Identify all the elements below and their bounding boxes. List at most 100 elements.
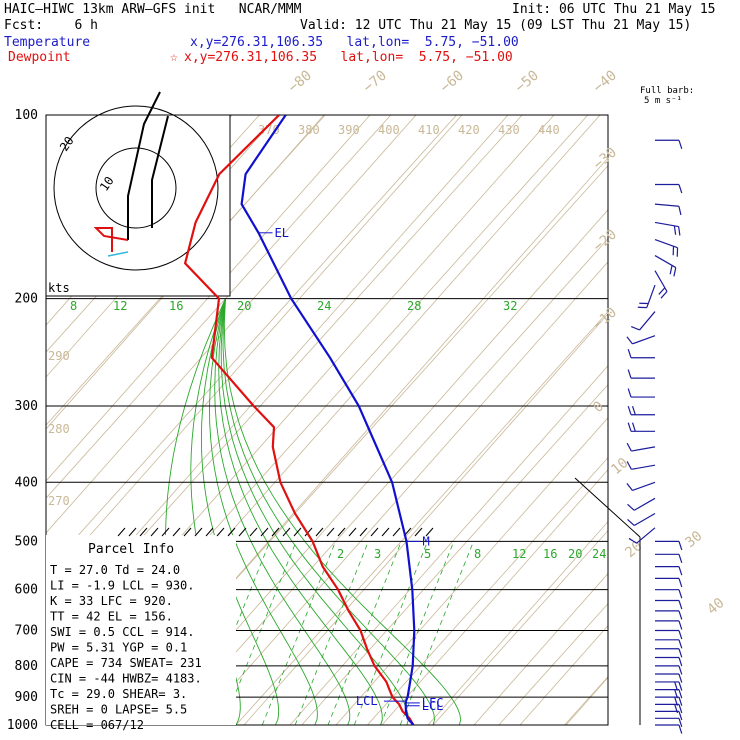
parcel-info-row: Tc = 29.0 SHEAR= 3. xyxy=(50,687,187,701)
wind-barb xyxy=(655,629,683,640)
theta-left-label: 280 xyxy=(48,422,70,436)
isotherm-label: −70 xyxy=(360,68,390,97)
mixing-ratio-label: 2 xyxy=(337,547,344,561)
hatch-mark xyxy=(293,527,302,537)
wind-barb-flag xyxy=(627,422,632,432)
theta-label: 400 xyxy=(378,123,400,137)
hodograph-trace xyxy=(93,227,129,252)
wind-barb-flag xyxy=(631,326,640,331)
hatch-mark xyxy=(238,527,247,537)
parcel-info-row: T = 27.0 Td = 24.0 xyxy=(50,563,180,577)
wind-barb xyxy=(627,405,655,416)
wind-barb xyxy=(628,527,656,544)
wind-barb xyxy=(627,388,655,398)
pressure-tick-label: 300 xyxy=(15,399,38,414)
isotherm-label: −40 xyxy=(590,68,620,97)
dewpoint-legend: Dewpoint xyxy=(8,50,71,65)
wind-barb xyxy=(637,284,656,309)
isotherm-line xyxy=(170,238,608,725)
hatch-mark xyxy=(183,527,192,537)
dry-adiabat-line xyxy=(381,469,608,725)
pressure-tick-label: 700 xyxy=(15,624,38,639)
isotherm-label: −60 xyxy=(437,68,467,97)
wind-barb xyxy=(655,710,683,721)
parcel-mark-label: LCL xyxy=(422,699,444,713)
wind-barb-staff xyxy=(654,203,679,207)
mixing-ratio-label: 8 xyxy=(474,547,481,561)
wind-barb-flag xyxy=(631,422,636,432)
wind-barb-flag xyxy=(669,265,673,275)
hodograph-units: kts xyxy=(48,281,70,295)
wind-barb-flag xyxy=(678,630,683,640)
dry-adiabat-line xyxy=(289,365,608,725)
wind-barb-flag xyxy=(673,267,677,277)
hatch-mark xyxy=(348,527,357,537)
mixing-ratio-line xyxy=(327,541,402,725)
pressure-tick-label: 500 xyxy=(15,534,38,549)
dry-adiabat-line xyxy=(427,521,608,725)
wind-barb xyxy=(655,599,683,610)
parcel-mark-label: LCL xyxy=(356,694,378,708)
hatch-mark xyxy=(161,527,170,537)
wind-barb-staff xyxy=(639,311,656,331)
isotherm-label: 0 xyxy=(590,398,607,416)
wind-barb xyxy=(654,203,682,216)
wind-barb-staff xyxy=(632,335,656,345)
wind-barb-flag xyxy=(678,718,683,728)
pressure-tick-label: 600 xyxy=(15,583,38,598)
wind-barb-flag xyxy=(626,336,633,345)
wind-barb-flag xyxy=(678,648,683,658)
wind-barb xyxy=(655,656,683,667)
mixing-ratio-label: 24 xyxy=(317,299,331,313)
wind-barb-staff xyxy=(636,527,656,544)
wind-barb-flag xyxy=(678,206,682,216)
plot-frame xyxy=(45,114,609,726)
hatch-mark xyxy=(326,527,335,537)
hatch-mark xyxy=(381,527,390,537)
hatch-mark xyxy=(117,527,126,537)
hodograph-trace xyxy=(107,251,129,257)
dry-adiabat-line xyxy=(335,417,608,725)
hatch-mark xyxy=(260,527,269,537)
hatch-mark xyxy=(216,527,225,537)
wind-barb-flag xyxy=(627,348,632,358)
mixing-ratio-label: 16 xyxy=(543,547,557,561)
theta-label: 440 xyxy=(538,123,560,137)
isotherm-label: −20 xyxy=(590,227,620,256)
isotherm-line xyxy=(301,384,608,725)
hatch-mark xyxy=(282,527,291,537)
wind-barb-staff xyxy=(631,464,656,470)
wind-barb xyxy=(655,183,683,194)
wind-barb xyxy=(654,238,679,257)
wind-barb xyxy=(655,566,683,576)
isotherm-line xyxy=(498,603,608,725)
mixing-ratio-line xyxy=(353,541,428,725)
isotherm-line xyxy=(432,530,608,725)
mixing-ratio-line xyxy=(294,541,369,725)
wind-barb xyxy=(655,139,683,149)
wind-barb xyxy=(627,497,656,511)
wind-barb-flag xyxy=(626,461,632,470)
isotherm-line xyxy=(235,311,608,725)
wind-barb-flag xyxy=(678,610,683,620)
wind-barb-flag xyxy=(678,184,683,194)
wind-barb xyxy=(655,589,683,599)
wind-barb-flag xyxy=(626,442,632,452)
hatch-mark xyxy=(249,527,258,537)
parcel-info-title: Parcel Info xyxy=(88,542,174,557)
parcel-info-row: CAPE = 734 SWEAT= 231 xyxy=(50,656,202,670)
hodograph-ring xyxy=(95,147,177,229)
theta-left-label: 290 xyxy=(48,349,70,363)
parcel-info-row: CIN = -44 HWBZ= 4183. xyxy=(50,672,202,686)
dry-adiabat-line xyxy=(46,115,325,430)
hatch-mark xyxy=(315,527,324,537)
hatch-mark xyxy=(227,527,236,537)
barb-legend-line1: Full barb: xyxy=(640,86,694,96)
wind-barb-flag xyxy=(678,554,683,564)
wind-barb-staff xyxy=(633,497,656,511)
isotherm-label: −80 xyxy=(285,68,315,97)
hatch-mark xyxy=(392,527,401,537)
isotherm-label: −50 xyxy=(512,68,542,97)
star-icon: ☆ xyxy=(170,50,178,65)
